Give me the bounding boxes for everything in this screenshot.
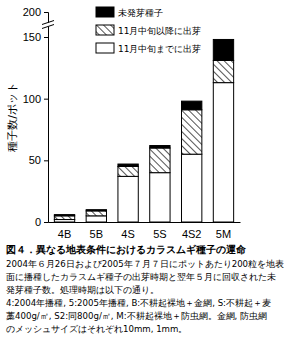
y-tick-label: 100 bbox=[23, 93, 41, 105]
y-tick: 0 bbox=[35, 216, 48, 228]
y-axis-line bbox=[44, 13, 49, 223]
x-axis: 4B 5B 4S 5S 4S2 5M bbox=[49, 222, 241, 240]
legend-swatch bbox=[96, 25, 114, 35]
bar-segment bbox=[182, 110, 202, 154]
x-tick: 4S2 bbox=[182, 222, 202, 240]
x-tick: 4S bbox=[121, 222, 134, 240]
caption-line: 面に播種したカラスムギ種子の出芽時期と翌年５月に回収された未 bbox=[6, 272, 276, 282]
bar-segment bbox=[118, 176, 138, 222]
y-axis-title: 種子数/ポット bbox=[6, 82, 19, 152]
caption-line: のメッシュサイズはそれぞれ10mm, 1mm。 bbox=[6, 324, 187, 334]
y-tick-mark bbox=[44, 160, 48, 161]
y-tick: 200 bbox=[23, 6, 48, 18]
y-tick-mark bbox=[44, 99, 48, 100]
y-tick: 50 bbox=[29, 154, 48, 166]
x-tick: 4B bbox=[58, 222, 71, 240]
x-tick: 5M bbox=[216, 222, 231, 240]
caption-line: 藁400g/㎡, S2:同800g/㎡, M:不耕起裸地＋防虫網。金網, 防虫網 bbox=[6, 311, 267, 321]
bar-segment bbox=[182, 154, 202, 222]
legend-swatch bbox=[96, 7, 114, 17]
x-axis-line bbox=[49, 222, 241, 223]
y-tick-mark bbox=[44, 12, 48, 13]
bar-segment bbox=[213, 39, 233, 60]
y-tick-mark bbox=[44, 37, 48, 38]
title: 図４．異なる地表条件におけるカラスムギ種子の運命 bbox=[6, 244, 247, 256]
caption-line: 発芽種子数。処理時期は以下の通り。 bbox=[6, 285, 159, 295]
bar-segment bbox=[213, 83, 233, 222]
bar-segment bbox=[213, 60, 233, 82]
x-tick-label: 5S bbox=[153, 228, 166, 240]
legend-label: 未発芽種子 bbox=[118, 8, 163, 18]
x-tick: 5S bbox=[153, 222, 166, 240]
x-tick: 5B bbox=[90, 222, 103, 240]
y-tick-label: 0 bbox=[35, 216, 41, 228]
y-tick-mark bbox=[44, 222, 48, 223]
bar-segment bbox=[150, 148, 170, 173]
bar-segment bbox=[150, 173, 170, 222]
x-tick-label: 5B bbox=[90, 228, 103, 240]
x-tick-label: 4S bbox=[121, 228, 134, 240]
x-tick-label: 5M bbox=[216, 228, 231, 240]
bar-segment bbox=[182, 101, 202, 110]
y-tick-label: 150 bbox=[23, 31, 41, 43]
y-tick-label: 50 bbox=[29, 154, 41, 166]
bar-segment bbox=[54, 216, 74, 220]
y-axis: 0 50 100 150 200 bbox=[23, 6, 49, 228]
x-tick-label: 4B bbox=[58, 228, 71, 240]
axis-break bbox=[42, 21, 54, 29]
y-tick-label: 200 bbox=[23, 6, 41, 18]
bar-segment bbox=[86, 211, 106, 216]
bars bbox=[54, 39, 233, 222]
bar-segment bbox=[86, 210, 106, 211]
bar-segment bbox=[150, 146, 170, 148]
legend-label: 11月中旬以降に出芽 bbox=[118, 26, 201, 36]
legend-swatch bbox=[96, 43, 114, 53]
bar-segment bbox=[118, 167, 138, 177]
x-tick-label: 4S2 bbox=[182, 228, 202, 240]
chart: 0 50 100 150 200 4B 5B 4S 5S 4S2 5M 種子数/ポット 未発芽種子 11月… bbox=[0, 0, 296, 354]
caption-line: 4:2004年播種, 5:2005年播種, B:不耕起裸地＋金網, S:不耕起＋… bbox=[6, 298, 271, 308]
bar-segment bbox=[118, 164, 138, 166]
bar-segment bbox=[86, 216, 106, 222]
y-tick: 100 bbox=[23, 93, 48, 105]
legend-label: 11月中旬までに出芽 bbox=[118, 44, 201, 54]
bar-segment bbox=[54, 215, 74, 216]
y-tick: 150 bbox=[23, 31, 48, 43]
caption-line: 2004年６月26日および2005年７月７日にポットあたり200粒を地表 bbox=[6, 259, 284, 269]
legend: 未発芽種子 11月中旬以降に出芽 11月中旬までに出芽 bbox=[96, 7, 201, 54]
